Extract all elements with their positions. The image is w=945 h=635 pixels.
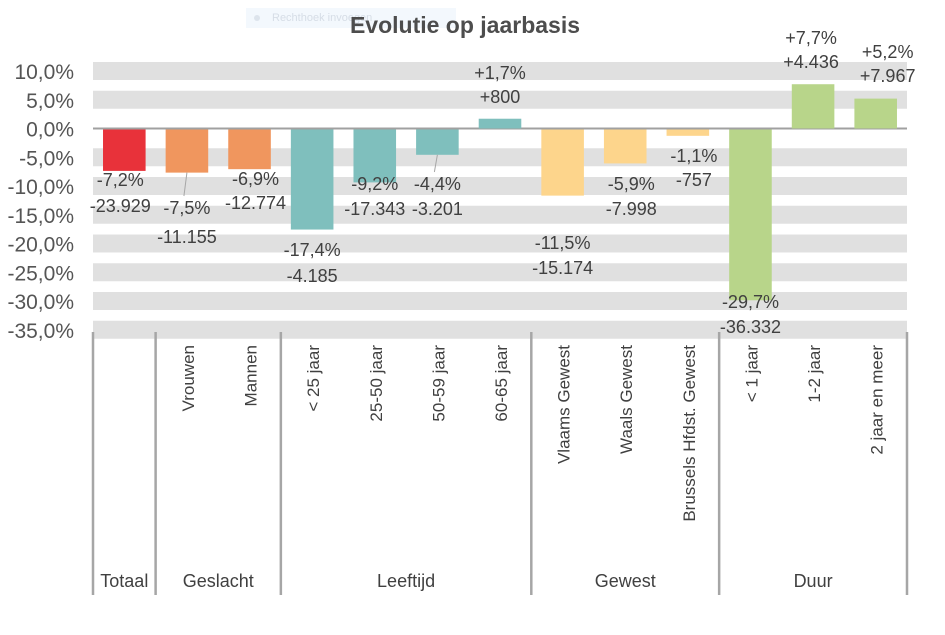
bullet-icon [254,15,260,21]
data-label-absolute: -15.174 [532,258,593,278]
category-label: Waals Gewest [617,345,636,454]
data-label-percent: -1,1% [670,146,717,166]
data-label-percent: -9,2% [351,174,398,194]
leader-line [433,154,438,173]
tooltip-label: Rechthoek invoegen [272,12,373,24]
y-tick-label: -30,0% [7,291,74,314]
bar [666,129,710,136]
grid-bands [93,62,907,339]
grid-band [93,62,907,80]
bar [478,118,522,129]
bar [729,129,772,301]
y-tick-label: 10,0% [14,61,74,84]
data-labels: -7,2% -23.929 -7,5% -11.155 -6,9% -12.774 -17,… [90,28,916,337]
group-label: Geslacht [183,571,254,591]
data-label-absolute: +4.436 [783,52,839,72]
data-label-percent: +1,7% [474,63,526,83]
category-label: Brussels Hfdst. Gewest [680,345,699,522]
y-tick-label: -15,0% [7,205,74,228]
bars [103,84,897,301]
data-label-absolute: -12.774 [225,193,286,213]
data-label-absolute: -4.185 [287,266,338,286]
y-tick-label: 5,0% [26,90,74,113]
data-label-percent: -17,4% [284,240,341,260]
category-label: Vrouwen [179,345,198,411]
grid-band [93,234,907,253]
data-label-absolute: -757 [676,170,712,190]
data-label-percent: -11,5% [535,233,591,253]
category-label: Mannen [242,345,261,406]
y-axis-ticks: 10,0% 5,0% 0,0% -5,0% -10,0% -15,0% -20,0% -25,… [7,61,74,343]
y-tick-label: -10,0% [7,176,74,199]
insert-shape-tooltip: Rechthoek invoegen [246,8,456,28]
y-tick-label: 0,0% [26,119,74,142]
bar [103,129,146,171]
data-label-percent: -7,2% [97,170,144,190]
category-label: < 1 jaar [742,345,761,403]
bar [290,129,334,230]
bar [854,98,897,129]
category-label: Vlaams Gewest [555,345,574,464]
data-label-absolute: +800 [480,87,521,107]
bar [603,129,647,164]
data-label-absolute: +7.967 [860,66,916,86]
bar [541,129,584,196]
grid-band [93,148,907,167]
bar [353,129,397,183]
grid-band [93,292,907,310]
y-tick-label: -5,0% [19,147,74,170]
data-label-absolute: -7.998 [606,199,657,219]
category-label: 2 jaar en meer [868,345,887,455]
data-label-percent: -29,7% [722,292,779,312]
data-label-percent: -7,5% [163,198,210,218]
category-label: 25-50 jaar [367,345,386,422]
data-label-percent: -4,4% [414,174,461,194]
data-label-absolute: -36.332 [720,317,781,337]
grid-band [93,177,907,195]
x-axis: Vrouwen Mannen < 25 jaar 25-50 jaar 50-59 ja… [91,332,909,595]
data-label-percent: +5,2% [862,42,914,62]
bar [791,84,835,129]
category-label: 50-59 jaar [429,345,448,422]
data-label-percent: -5,9% [608,174,655,194]
grid-band [93,263,907,282]
leader-lines [183,154,438,197]
group-label: Leeftijd [377,571,435,591]
data-label-absolute: -23.929 [90,196,151,216]
grid-band [93,205,907,224]
category-label: < 25 jaar [304,345,323,412]
bar [228,129,271,170]
bar [165,129,209,173]
data-label-absolute: -17.343 [344,199,405,219]
chart-title: Evolutie op jaarbasis [350,12,580,38]
y-tick-label: -35,0% [7,320,74,343]
data-label-absolute: -3.201 [412,199,463,219]
group-label: Gewest [595,571,656,591]
grid-band [93,90,907,109]
group-label: Duur [794,571,833,591]
data-label-absolute: -11.155 [157,227,217,247]
y-tick-label: -25,0% [7,262,74,285]
leader-line [183,172,188,197]
category-label: 1-2 jaar [805,345,824,403]
data-label-percent: +7,7% [785,28,837,48]
bar [416,129,459,155]
data-label-percent: -6,9% [232,169,279,189]
grid-band [93,320,907,339]
y-tick-label: -20,0% [7,234,74,257]
group-label: Totaal [100,571,148,591]
category-label: 60-65 jaar [492,345,511,422]
